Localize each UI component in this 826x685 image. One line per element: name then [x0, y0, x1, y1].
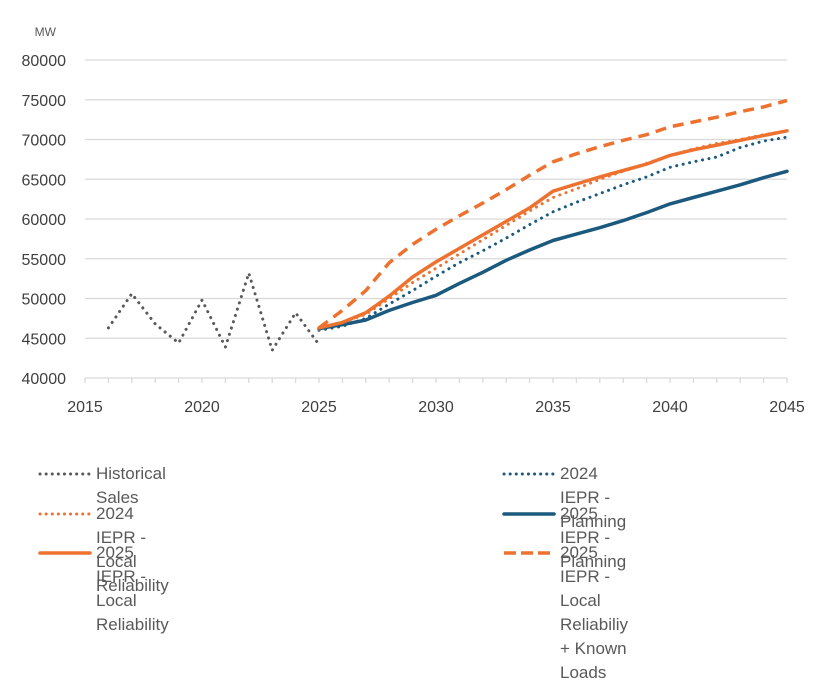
x-tick-label: 2045: [769, 399, 805, 416]
x-tick-label: 2020: [184, 399, 220, 416]
series-line-2025-iepr-planning: [317, 169, 789, 331]
legend-label: 2024 IEPR - Planning: [560, 464, 627, 531]
series-lines: [106, 98, 789, 352]
series-line-2024-iepr-planning: [317, 135, 789, 332]
legend-item: 2025 IEPR - Local Reliabiliy + Known Loa…: [500, 541, 628, 685]
y-tick-label: 75000: [22, 93, 67, 110]
series-line-2025-iepr-local-reliabiliy-known-loads: [317, 98, 788, 330]
x-tick-label: 2015: [67, 399, 103, 416]
legend-swatch-icon: [38, 512, 92, 516]
x-tick-label: 2035: [535, 399, 571, 416]
legend-item: 2024 IEPR - Local Reliability: [36, 502, 169, 598]
legend-swatch-icon: [502, 512, 556, 516]
y-tick-label: 55000: [22, 252, 67, 269]
legend-label: 2025 IEPR - Local Reliability: [96, 543, 169, 634]
x-axis: [84, 377, 788, 383]
y-tick-label: 70000: [22, 133, 67, 150]
y-tick-label: 50000: [22, 292, 67, 309]
legend-label: 2024 IEPR - Local Reliability: [96, 504, 169, 595]
legend-swatch-icon: [502, 472, 556, 476]
x-tick-label: 2030: [418, 399, 454, 416]
legend-swatch-icon: [38, 472, 92, 476]
legend-item: 2024 IEPR - Planning: [500, 462, 626, 534]
gridlines: [85, 59, 787, 339]
line-chart: 40000 45000 50000 55000 60000 65000 70000 75000…: [22, 25, 805, 416]
legend-label: 2025 IEPR - Local Reliabiliy + Known Loa…: [560, 543, 629, 682]
legend-label: 2025 IEPR - Planning: [560, 504, 627, 571]
y-tick-label: 60000: [22, 212, 67, 229]
y-tick-label: 65000: [22, 172, 67, 189]
legend-swatch-icon: [504, 551, 554, 555]
legend-swatch-icon: [38, 551, 92, 555]
series-line-2025-iepr-local-reliability: [317, 129, 789, 330]
series-line-historical-sales: [106, 271, 321, 352]
legend-item: 2025 IEPR - Local Reliability: [36, 541, 169, 637]
y-tick-label: 40000: [22, 371, 67, 388]
x-tick-label: 2040: [652, 399, 688, 416]
y-axis-unit-label: MW: [35, 25, 57, 39]
x-axis-tick-labels: 2015 2020 2025 2030 2035 2040 2045: [67, 399, 805, 416]
legend-item: 2025 IEPR - Planning: [500, 502, 626, 574]
y-axis-tick-labels: 40000 45000 50000 55000 60000 65000 70000 75000…: [22, 53, 67, 388]
y-tick-label: 45000: [22, 331, 67, 348]
x-tick-label: 2025: [301, 399, 337, 416]
legend-item: Historical Sales: [36, 462, 166, 510]
y-tick-label: 80000: [22, 53, 67, 70]
legend-label: Historical Sales: [96, 464, 166, 507]
